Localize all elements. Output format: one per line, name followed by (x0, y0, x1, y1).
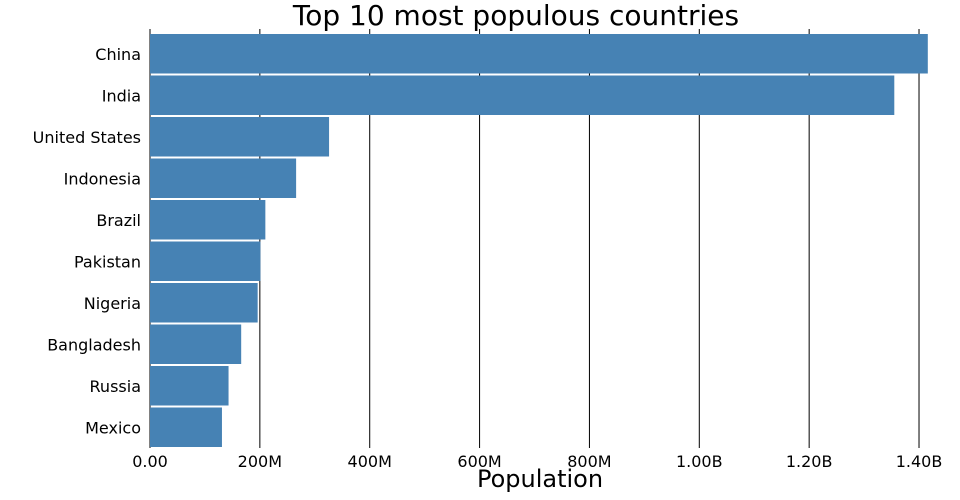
bar-russia (150, 366, 229, 406)
x-axis-title: Population (477, 465, 603, 493)
category-label: Pakistan (74, 252, 141, 271)
bar-mexico (150, 407, 222, 447)
category-label: India (102, 86, 141, 105)
bar-brazil (150, 200, 266, 240)
bar-indonesia (150, 158, 297, 198)
x-tick-labels: 0.00 200M 400M 600M 800M 1.00B 1.20B 1.40B (132, 452, 942, 471)
category-label: Indonesia (64, 169, 141, 188)
x-tick-label: 800M (567, 452, 611, 471)
bars-layer (150, 34, 928, 447)
x-tick-label: 400M (348, 452, 392, 471)
x-tick-label: 1.00B (676, 452, 723, 471)
x-tick-label: 1.20B (786, 452, 833, 471)
bar-india (150, 75, 895, 115)
x-tick-label: 600M (457, 452, 501, 471)
bar-united-states (150, 117, 330, 157)
category-label: Nigeria (84, 294, 141, 313)
category-labels: China India United States Indonesia Brazil Pa… (33, 45, 141, 438)
category-label: Bangladesh (47, 335, 141, 354)
bar-nigeria (150, 283, 258, 323)
bar-pakistan (150, 241, 261, 281)
x-tick-label: 200M (238, 452, 282, 471)
x-tick-label: 0.00 (132, 452, 168, 471)
category-label: Russia (90, 377, 141, 396)
category-label: United States (33, 128, 141, 147)
chart-title: Top 10 most populous countries (292, 0, 739, 32)
bar-bangladesh (150, 324, 242, 364)
category-label: Brazil (96, 211, 141, 230)
bar-china (150, 34, 928, 74)
category-label: Mexico (85, 418, 141, 437)
category-label: China (95, 45, 141, 64)
x-tick-label: 1.40B (896, 452, 943, 471)
